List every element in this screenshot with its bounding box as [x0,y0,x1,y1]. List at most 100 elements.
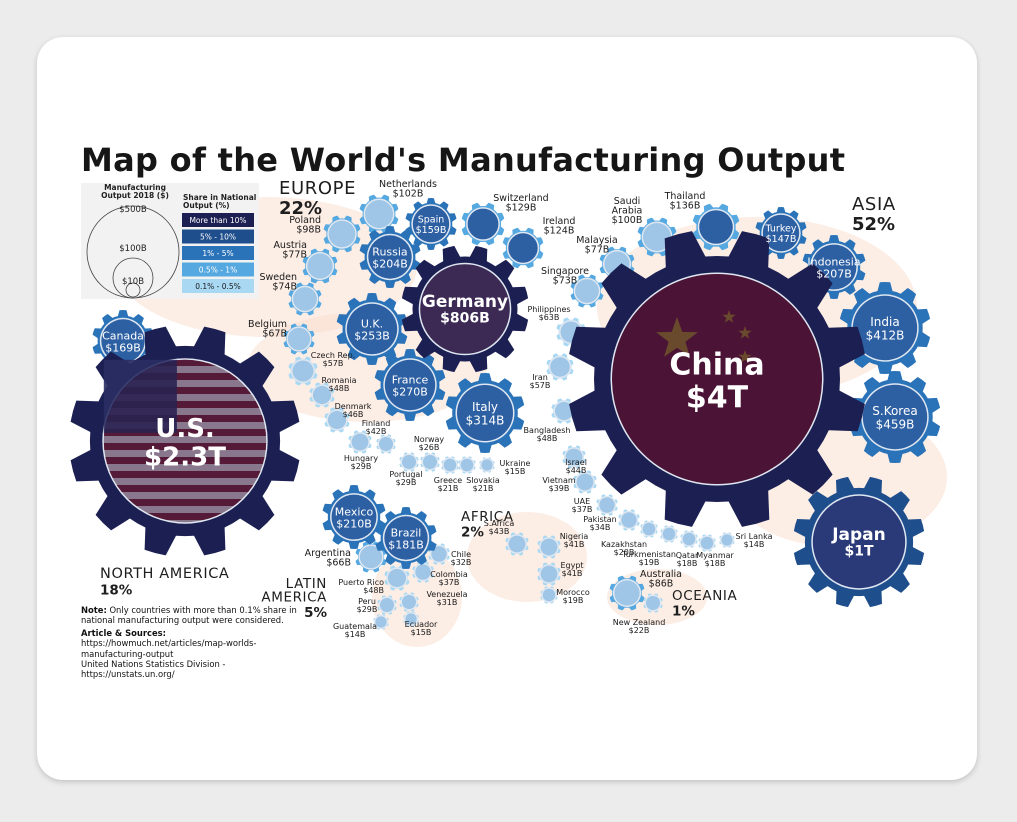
label-portugal-name: Portugal [389,470,422,479]
label-austria-name: Austria [273,240,307,251]
gear-nigeria-face [540,538,558,556]
china-flag-star-big [656,317,698,357]
label-sweden-value: $74B [272,282,297,293]
gear-switzerland-face [467,208,499,240]
gear-spain-face [412,205,450,243]
gear-finland-face [351,433,369,451]
gear-sri-lanka [719,532,735,548]
gear-uae-face [599,497,615,513]
gear-mexico-name: Mexico [335,505,374,518]
legend-share-label-1: 5% - 10% [200,233,236,242]
gear-argentina-face [359,545,383,569]
legend-size-label-2: $10B [122,277,144,287]
gear-switzerland [461,202,505,246]
label-singapore-value: $73B [553,276,578,287]
label-s-africa-name: S.Africa [484,519,515,528]
gear-singapore-face [575,279,599,303]
label-australia-value: $86B [649,579,674,590]
legend-share-label-2: 1% - 5% [202,249,233,258]
label-greece-value: $21B [438,484,459,493]
gear-canada-value: $169B [105,341,141,354]
label-romania-name: Romania [322,376,357,385]
label-belgium-name: Belgium [248,319,287,330]
label-denmark-value: $46B [343,410,364,419]
label-iran-name: Iran [532,373,548,382]
gear-israel [562,445,586,469]
gear-indonesia-value: $207B [816,267,852,280]
label-austria-value: $77B [282,250,307,261]
gear-peru-face [380,598,394,612]
label-chile-value: $32B [451,558,472,567]
label-finland-value: $42B [366,427,387,436]
region-europe-share: 22% [279,198,322,219]
gear-guatemala-face [375,616,387,628]
gear-russia-face [368,235,412,279]
label-new-zealand-name: New Zealand [613,618,666,627]
label-morocco-value: $19B [563,596,584,605]
gear-austria [302,248,338,284]
label-ukraine-value: $15B [505,467,526,476]
gear-u-s-name: U.S. [155,414,215,444]
gear-germany-value: $806B [440,310,490,326]
gear-u-s [70,326,300,556]
infographic-card: Map of the World's Manufacturing Output … [37,37,977,780]
label-philippines-value: $63B [539,313,560,322]
legend-share-label-0: More than 10% [189,216,246,225]
gear-u-k-face [346,303,398,355]
gear-greece [441,456,459,474]
gear-denmark [324,407,350,433]
gear-s-korea-face [862,384,928,450]
gear-nigeria [537,535,561,559]
gear-mexico-face [331,494,377,540]
gear-turkmenistan-face [662,527,676,541]
gear-hungary [376,434,396,454]
label-sri-lanka-name: Sri Lanka [736,532,773,541]
gear-turkey-face [762,214,800,252]
label-thailand-value: $136B [670,201,701,212]
gear-myanmar-face [700,536,714,550]
label-finland-name: Finland [362,419,391,428]
country-gears [70,194,941,630]
label-thailand-name: Thailand [664,191,706,202]
gear-czech-rep [288,356,318,386]
region-europe-name: EUROPE [279,178,356,199]
legend-share-title: Share in National [183,193,256,202]
label-israel-value: $44B [566,466,587,475]
label-malaysia-name: Malaysia [576,235,618,246]
legend-share-swatch-1 [182,229,254,244]
label-saudi-arabia-value: $100B [612,215,643,226]
gear-singapore [570,274,604,308]
gear-morocco-face [542,588,556,602]
gear-egypt [537,562,561,586]
gear-india-face [852,295,918,361]
gear-u-k [336,293,408,365]
gear-russia [359,226,421,288]
label-turkmenistan-name: Turkmenistan [621,550,676,559]
label-turkmenistan-value: $19B [639,558,660,567]
gear-greece-face [443,458,457,472]
gear-colombia [412,561,434,583]
gear-bangladesh-face [554,401,574,421]
label-nigeria-name: Nigeria [560,532,589,541]
gear-canada-name: Canada [102,329,144,342]
gear-indonesia-name: Indonesia [807,255,860,268]
label-colombia-name: Colombia [430,570,468,579]
legend-share-label-3: 0.5% - 1% [199,266,237,275]
label-bangladesh-value: $48B [537,434,558,443]
region-asia-share: 52% [852,214,895,235]
gear-france-name: France [392,373,429,386]
us-flag-canton [103,359,177,433]
label-chile-name: Chile [451,550,471,559]
gear-sweden-face [293,287,317,311]
label-poland-name: Poland [289,215,321,226]
legend-size-title: Manufacturing [104,183,166,192]
label-saudi-arabia-name: Saudi [614,196,641,207]
gear-brazil-value: $181B [388,538,424,551]
region-north-america-name: NORTH AMERICA [100,566,229,582]
gear-puerto-rico [384,565,410,591]
gear-s-korea [849,371,941,463]
gear-australia [609,575,645,611]
label-puerto-rico-name: Puerto Rico [338,578,384,587]
label-uae-name: UAE [574,497,590,506]
gear-netherlands [359,194,399,234]
